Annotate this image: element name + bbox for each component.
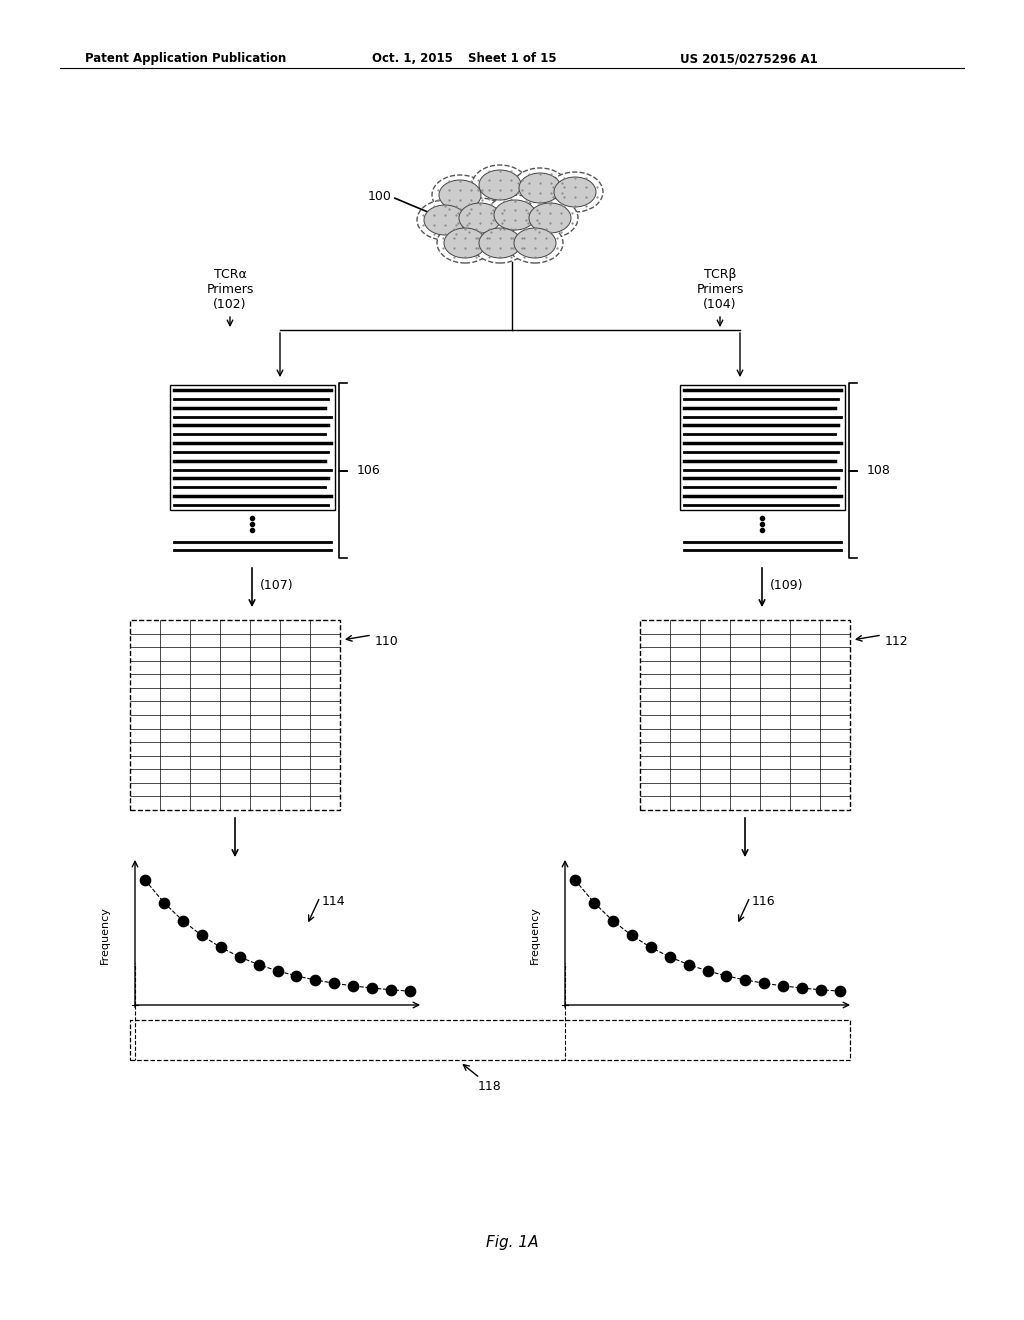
Point: [756, 973, 772, 994]
Point: [288, 965, 304, 986]
Text: 110: 110: [375, 635, 398, 648]
Ellipse shape: [507, 223, 563, 263]
Text: 114: 114: [322, 895, 346, 908]
Text: (104): (104): [703, 298, 736, 312]
Point: [813, 979, 829, 1001]
Ellipse shape: [494, 201, 536, 230]
Point: [604, 911, 621, 932]
Point: [624, 925, 640, 946]
Text: 118: 118: [478, 1080, 502, 1093]
Point: [251, 954, 267, 975]
Point: [269, 961, 286, 982]
Ellipse shape: [432, 176, 488, 215]
Bar: [130, 620, 340, 810]
Ellipse shape: [424, 205, 466, 235]
Text: Frequency: Frequency: [530, 906, 540, 964]
Point: [401, 981, 418, 1002]
Point: [383, 979, 399, 1001]
Point: [231, 946, 248, 968]
Point: [642, 937, 658, 958]
Ellipse shape: [529, 203, 571, 234]
Text: (102): (102): [213, 298, 247, 312]
Text: 116: 116: [752, 895, 775, 908]
Text: TCRβ: TCRβ: [703, 268, 736, 281]
Ellipse shape: [437, 223, 493, 263]
Point: [194, 925, 210, 946]
Ellipse shape: [554, 177, 596, 207]
Point: [364, 978, 380, 999]
Bar: [640, 620, 850, 810]
Text: Oct. 1, 2015: Oct. 1, 2015: [372, 51, 453, 65]
Point: [586, 892, 602, 913]
Point: [213, 937, 229, 958]
Text: 112: 112: [885, 635, 908, 648]
Ellipse shape: [487, 195, 543, 235]
Ellipse shape: [514, 228, 556, 257]
Point: [567, 870, 584, 891]
Point: [775, 975, 792, 997]
Point: [326, 973, 342, 994]
Ellipse shape: [519, 173, 561, 203]
Point: [307, 969, 324, 990]
Ellipse shape: [479, 170, 521, 201]
Text: TCRα: TCRα: [214, 268, 247, 281]
Text: Fig. 1A: Fig. 1A: [485, 1236, 539, 1250]
Point: [737, 969, 754, 990]
Text: Sheet 1 of 15: Sheet 1 of 15: [468, 51, 557, 65]
Text: Patent Application Publication: Patent Application Publication: [85, 51, 287, 65]
Text: (109): (109): [770, 578, 804, 591]
Text: Primers: Primers: [696, 282, 743, 296]
Ellipse shape: [439, 180, 481, 210]
Text: US 2015/0275296 A1: US 2015/0275296 A1: [680, 51, 818, 65]
Text: Primers: Primers: [206, 282, 254, 296]
Point: [662, 946, 678, 968]
Point: [680, 954, 696, 975]
Bar: [680, 385, 845, 510]
Ellipse shape: [512, 168, 568, 209]
Point: [794, 978, 810, 999]
Ellipse shape: [547, 172, 603, 213]
Ellipse shape: [472, 165, 528, 205]
Point: [699, 961, 716, 982]
Ellipse shape: [452, 198, 508, 238]
Ellipse shape: [479, 228, 521, 257]
Text: (107): (107): [260, 578, 294, 591]
Ellipse shape: [522, 198, 578, 238]
Ellipse shape: [459, 203, 501, 234]
Text: 106: 106: [357, 465, 381, 477]
Ellipse shape: [417, 201, 473, 240]
Point: [345, 975, 361, 997]
Ellipse shape: [444, 228, 486, 257]
Bar: [130, 1020, 850, 1060]
Point: [718, 965, 734, 986]
Text: 100: 100: [368, 190, 392, 203]
Ellipse shape: [472, 223, 528, 263]
Text: 108: 108: [867, 465, 891, 477]
Bar: [170, 385, 335, 510]
Point: [137, 870, 154, 891]
Text: Frequency: Frequency: [100, 906, 110, 964]
Point: [831, 981, 848, 1002]
Point: [175, 911, 191, 932]
Point: [156, 892, 172, 913]
